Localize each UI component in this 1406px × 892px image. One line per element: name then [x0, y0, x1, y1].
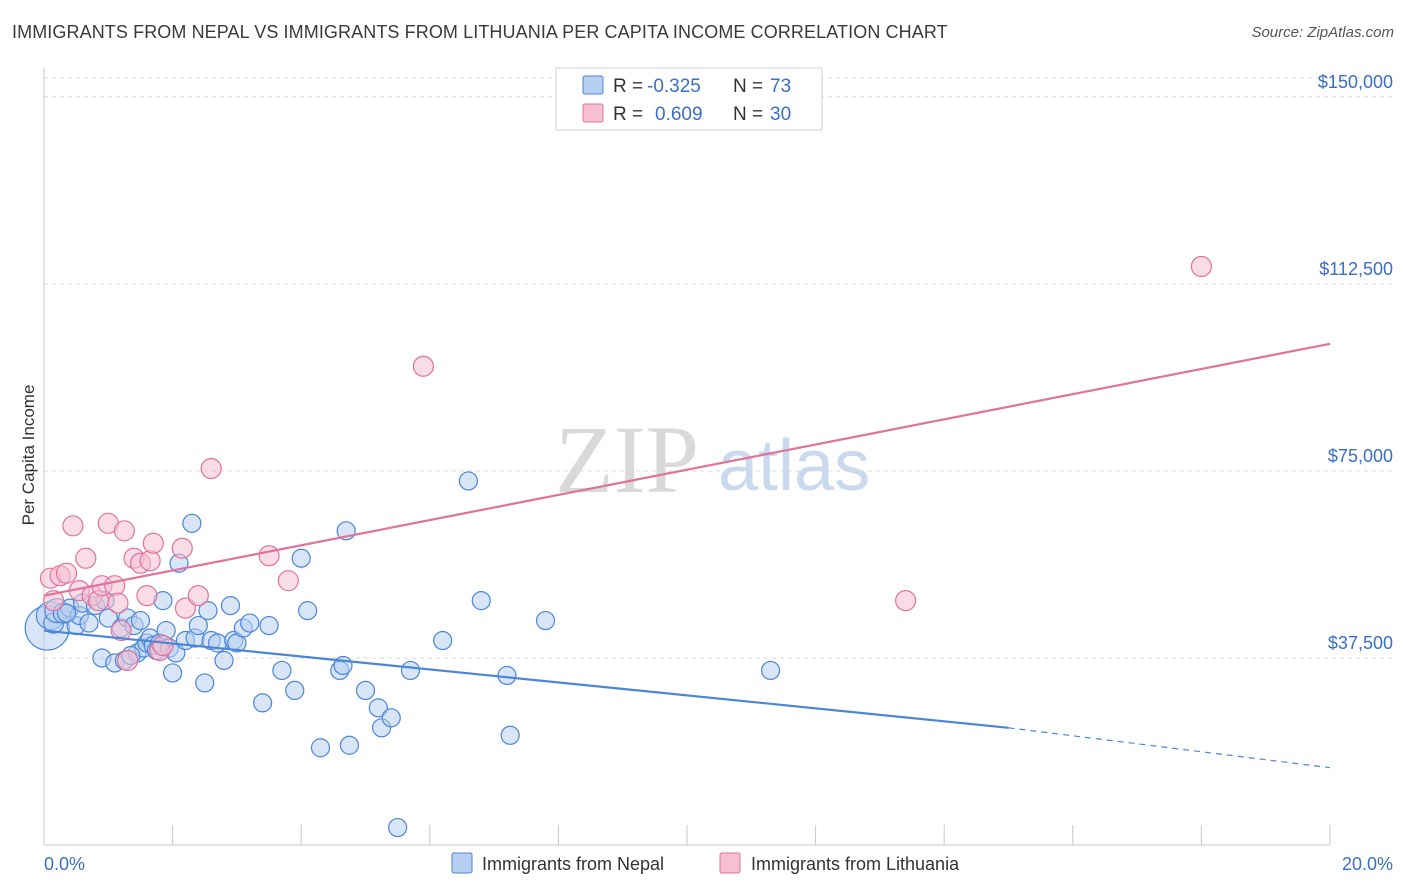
legend-bottom-lithuania-label: Immigrants from Lithuania: [751, 854, 960, 874]
nepal-point: [259, 615, 279, 636]
legend-nepal-n-value: 73: [770, 76, 791, 97]
lithuania-point: [200, 457, 222, 480]
lithuania-point: [136, 585, 158, 607]
watermark: ZIP atlas: [555, 406, 870, 513]
lithuania-point: [1190, 255, 1213, 278]
y-tick-label: $75,000: [1328, 446, 1393, 466]
nepal-point: [214, 650, 234, 671]
legend-top: R = -0.325 N = 73 R = 0.609 N = 30: [555, 67, 823, 131]
y-tick-label: $37,500: [1328, 633, 1393, 653]
lithuania-trend-line: [43, 342, 1331, 597]
lithuania-point: [152, 634, 174, 657]
nepal-point: [471, 591, 491, 611]
nepal-point: [188, 615, 208, 636]
legend-bottom-nepal-swatch: [451, 852, 473, 874]
watermark-zip: ZIP: [555, 406, 699, 513]
lithuania-point: [107, 592, 129, 614]
y-tick-labels: $37,500 $75,000 $112,500 $150,000: [1318, 72, 1393, 653]
nepal-point: [253, 693, 273, 713]
lithuania-point: [139, 550, 161, 572]
legend-bottom-lithuania-swatch: [719, 852, 741, 874]
trend-lines: [43, 342, 1331, 769]
legend-lithuania-n-label: N =: [733, 104, 763, 125]
nepal-trend-extension: [1008, 727, 1331, 769]
series-nepal-points: [24, 471, 781, 838]
nepal-point: [381, 708, 401, 728]
x-tick-labels: 0.0% 20.0%: [44, 854, 1393, 874]
nepal-point: [310, 738, 331, 758]
lithuania-point: [258, 545, 280, 567]
nepal-point: [56, 603, 77, 623]
nepal-point: [497, 665, 517, 686]
lithuania-point: [895, 590, 917, 612]
nepal-point: [400, 660, 421, 681]
legend-lithuania-r-value: 0.609: [655, 104, 703, 125]
lithuania-point: [412, 355, 434, 377]
nepal-point: [368, 698, 388, 718]
x-tick-label-max: 20.0%: [1342, 854, 1393, 874]
axes: [43, 68, 1331, 846]
nepal-point: [163, 663, 183, 683]
nepal-point: [535, 610, 556, 631]
legend-lithuania-n-value: 30: [770, 104, 791, 125]
legend-nepal-n-label: N =: [733, 76, 763, 97]
legend-nepal-r-label: R =: [613, 76, 643, 97]
nepal-point: [433, 630, 453, 651]
x-tick-label-min: 0.0%: [44, 854, 85, 874]
nepal-point: [198, 601, 218, 621]
nepal-point: [339, 735, 360, 755]
lithuania-point: [187, 585, 209, 607]
nepal-trend-line: [43, 629, 1009, 729]
nepal-point: [388, 817, 408, 838]
nepal-point: [298, 601, 318, 621]
nepal-point: [182, 513, 202, 533]
nepal-point: [500, 725, 520, 745]
lithuania-point: [55, 562, 78, 584]
nepal-point: [760, 660, 781, 681]
lithuania-point: [142, 532, 164, 554]
legend-bottom: Immigrants from Nepal Immigrants from Li…: [451, 852, 960, 874]
legend-nepal-r-value: -0.325: [647, 76, 701, 97]
lithuania-point: [277, 570, 299, 592]
lithuania-point: [75, 547, 97, 569]
nepal-point: [291, 548, 311, 568]
chart-source: Source: ZipAtlas.com: [1251, 24, 1394, 41]
lithuania-point: [110, 619, 132, 642]
nepal-point: [98, 608, 118, 628]
legend-bottom-nepal-label: Immigrants from Nepal: [482, 854, 664, 874]
series-lithuania-points: [39, 255, 1213, 672]
nepal-point: [458, 471, 478, 491]
y-tick-label: $150,000: [1318, 72, 1393, 92]
y-axis-title: Per Capita Income: [19, 385, 38, 526]
nepal-point: [79, 613, 99, 633]
legend-nepal-swatch: [582, 75, 604, 95]
grid-lines: [44, 77, 1395, 659]
legend-lithuania-r-label: R =: [613, 104, 643, 125]
nepal-point: [220, 596, 241, 616]
chart-title: IMMIGRANTS FROM NEPAL VS IMMIGRANTS FROM…: [12, 22, 948, 42]
lithuania-point: [113, 520, 135, 542]
lithuania-point: [116, 649, 139, 672]
nepal-point: [355, 680, 376, 701]
nepal-point: [130, 610, 151, 631]
lithuania-point: [171, 537, 193, 559]
y-tick-label: $112,500: [1319, 259, 1393, 279]
nepal-point: [272, 660, 292, 681]
lithuania-point: [62, 515, 84, 537]
nepal-point: [285, 680, 305, 701]
lithuania-point: [104, 575, 126, 597]
lithuania-point: [174, 597, 197, 619]
legend-lithuania-swatch: [582, 103, 604, 123]
nepal-point: [195, 673, 215, 693]
nepal-point: [240, 613, 260, 633]
